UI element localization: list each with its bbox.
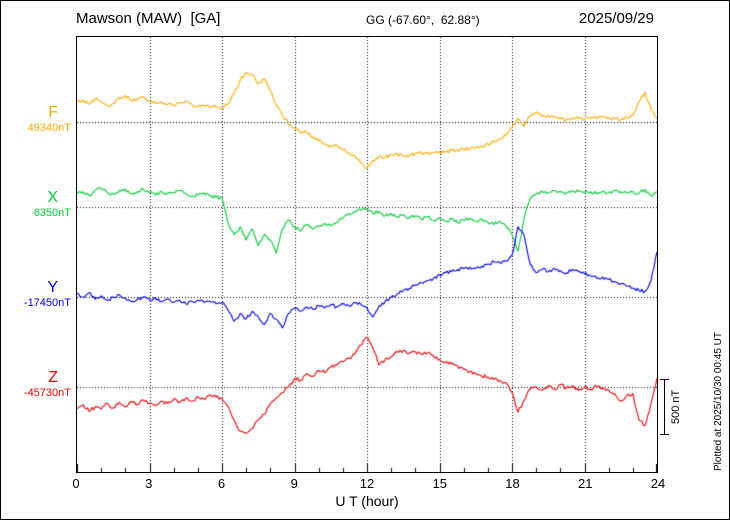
x-tick-labels: 0 3 6 9 12 15 18 21 24 — [1, 476, 729, 492]
series-name-z: Z — [48, 369, 58, 386]
x-tick-label: 24 — [650, 476, 666, 491]
x-tick-label: 9 — [290, 476, 298, 491]
magnetogram-canvas — [77, 37, 657, 472]
station-title: Mawson (MAW) [GA] — [76, 10, 221, 27]
plotted-at-note: Plotted at 2025/10/30 00:45 UT — [713, 332, 724, 471]
plot-date: 2025/09/29 — [578, 10, 654, 27]
plot-frame — [76, 36, 658, 473]
x-tick-label: 12 — [359, 476, 375, 491]
x-tick-label: 15 — [432, 476, 447, 491]
series-baseline-y: -17450nT — [23, 297, 71, 309]
series-label-z: Z -45730nT — [1, 369, 71, 400]
scale-bar-label: 500 nT — [670, 389, 682, 425]
series-baseline-z: -45730nT — [23, 387, 71, 399]
scale-bar-line — [664, 379, 665, 435]
series-name-x: X — [47, 189, 58, 206]
scale-bar-cap-bottom — [660, 434, 669, 435]
series-label-x: X 6350nT — [1, 189, 71, 220]
x-tick-label: 3 — [145, 476, 153, 491]
series-baseline-x: 6350nT — [33, 207, 71, 219]
series-label-f: F 49340nT — [1, 104, 71, 135]
scale-bar: 500 nT — [660, 379, 690, 435]
series-baseline-f: 49340nT — [27, 122, 71, 134]
series-name-y: Y — [47, 279, 58, 296]
scale-bar-cap-top — [660, 379, 669, 380]
x-tick-label: 6 — [217, 476, 226, 491]
series-label-y: Y -17450nT — [1, 279, 71, 310]
x-tick-label: 18 — [505, 476, 520, 491]
x-axis-title: U T (hour) — [335, 493, 399, 509]
x-tick-label: 0 — [72, 476, 80, 491]
x-tick-label: 21 — [578, 476, 593, 491]
series-name-f: F — [48, 104, 58, 121]
geographic-coordinates: GG (-67.60°, 62.88°) — [366, 13, 480, 27]
